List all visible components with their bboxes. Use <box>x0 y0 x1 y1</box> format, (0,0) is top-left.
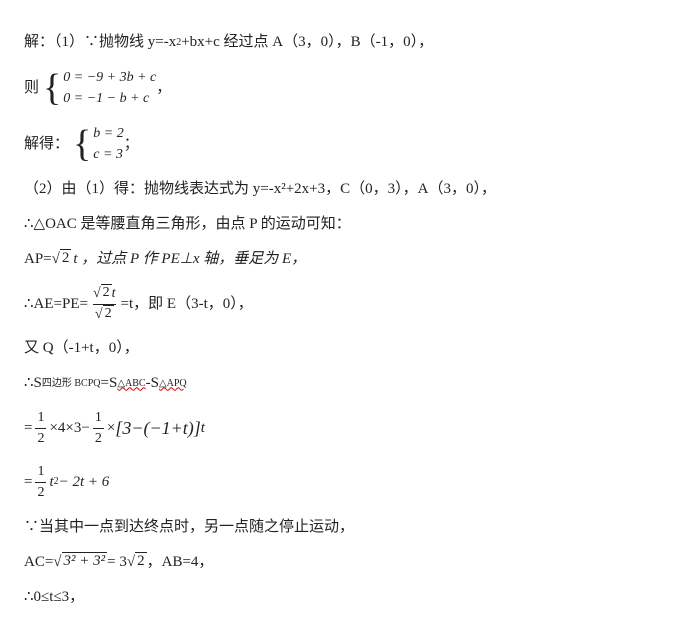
radical-icon: √ <box>127 552 135 573</box>
text: 解：（1）∵抛物线 y=-x <box>24 32 176 53</box>
left-brace-icon: { <box>43 72 61 104</box>
fraction: √2 t √2 <box>91 284 118 324</box>
text: +bx+c 经过点 A（3，0），B（-1，0）， <box>181 32 433 53</box>
var-t: t <box>201 418 205 439</box>
text: =S <box>101 373 118 394</box>
text: 又 Q（-1+t，0）， <box>24 338 139 359</box>
radical-icon: √ <box>93 284 101 304</box>
brace-rows: 0 = −9 + 3b + c 0 = −1 − b + c <box>63 67 156 109</box>
brace-system-2: { b = 2 c = 3 <box>73 123 124 165</box>
text: （2）由（1）得：抛物线表达式为 y=-x²+2x+3，C（0，3），A（3，0… <box>24 179 496 200</box>
text: ∴S <box>24 373 42 394</box>
text: =t，即 E（3-t，0）， <box>121 294 253 315</box>
text: AP= <box>24 249 52 270</box>
text: − 2t + 6 <box>59 472 110 493</box>
text: t ，过点 P 作 PE⊥x 轴，垂足为 E， <box>73 249 306 270</box>
text: 解得： <box>24 134 69 155</box>
comma: ， <box>156 78 171 99</box>
line-4: （2）由（1）得：抛物线表达式为 y=-x²+2x+3，C（0，3），A（3，0… <box>24 179 651 200</box>
line-6: AP= √2 t ，过点 P 作 PE⊥x 轴，垂足为 E， <box>24 249 651 270</box>
radicand: 2 <box>103 305 114 321</box>
text: ，AB=4， <box>147 552 214 573</box>
line-8: 又 Q（-1+t，0）， <box>24 338 651 359</box>
line-2-system: 则 { 0 = −9 + 3b + c 0 = −1 − b + c ， <box>24 67 651 109</box>
eq-row: b = 2 <box>93 123 123 144</box>
radicand: 2 <box>135 552 147 570</box>
line-9-area: ∴S 四边形 BCPQ =S △ABC -S △APQ <box>24 373 651 394</box>
text: ∵当其中一点到达终点时，另一点随之停止运动， <box>24 517 354 538</box>
fraction-half: 1 2 <box>93 408 104 448</box>
denominator: √2 <box>93 304 116 325</box>
text: -S <box>146 373 159 394</box>
eq-row: 0 = −9 + 3b + c <box>63 67 156 88</box>
line-14: ∴0≤t≤3， <box>24 587 651 608</box>
text: 则 <box>24 78 39 99</box>
sqrt-2: √2 <box>95 305 114 325</box>
radicand: 3² + 3² <box>62 552 108 570</box>
sqrt-2: √2 <box>127 552 147 573</box>
line-5: ∴△OAC 是等腰直角三角形，由点 P 的运动可知： <box>24 214 651 235</box>
line-11-simplify: = 1 2 t2 − 2t + 6 <box>24 462 651 502</box>
subscript: 四边形 BCPQ <box>42 377 101 391</box>
line-7: ∴AE=PE= √2 t √2 =t，即 E（3-t，0）， <box>24 284 651 324</box>
eq-row: c = 3 <box>93 144 123 165</box>
line-13-ac: AC= √3² + 3² = 3 √2 ，AB=4， <box>24 552 651 573</box>
subscript-wavy: △APQ <box>159 377 187 391</box>
left-brace-icon: { <box>73 128 91 160</box>
text: AC= <box>24 552 53 573</box>
fraction-half: 1 2 <box>35 408 46 448</box>
text: ×4×3− <box>49 418 89 439</box>
text: ∴△OAC 是等腰直角三角形，由点 P 的运动可知： <box>24 214 351 235</box>
radical-icon: √ <box>52 249 60 270</box>
numerator: 1 <box>35 408 46 428</box>
sqrt-2: √2 <box>52 249 72 270</box>
denominator: 2 <box>93 428 104 449</box>
line-3-solution: 解得： { b = 2 c = 3 ； <box>24 123 651 165</box>
var-t: t <box>112 286 116 301</box>
numerator: 1 <box>35 462 46 482</box>
subscript-wavy: △ABC <box>117 377 145 391</box>
numerator: √2 t <box>91 284 118 304</box>
radical-icon: √ <box>95 305 103 325</box>
numerator: 1 <box>93 408 104 428</box>
fraction-half: 1 2 <box>35 462 46 502</box>
sqrt-expr: √3² + 3² <box>53 552 107 573</box>
eq-row: 0 = −1 − b + c <box>63 88 156 109</box>
line-1: 解：（1）∵抛物线 y=-x2+bx+c 经过点 A（3，0），B（-1，0）， <box>24 32 651 53</box>
text: ∴0≤t≤3， <box>24 587 84 608</box>
radicand: 2 <box>101 284 112 300</box>
denominator: 2 <box>35 482 46 503</box>
text: = <box>24 472 32 493</box>
text: = 3 <box>107 552 127 573</box>
text: ∴AE=PE= <box>24 294 88 315</box>
line-12: ∵当其中一点到达终点时，另一点随之停止运动， <box>24 517 651 538</box>
text: × <box>107 418 115 439</box>
denominator: 2 <box>35 428 46 449</box>
sqrt-2: √2 <box>93 284 112 304</box>
brace-rows: b = 2 c = 3 <box>93 123 123 165</box>
radicand: 2 <box>60 249 72 267</box>
radical-icon: √ <box>53 552 61 573</box>
line-10-expand: = 1 2 ×4×3− 1 2 × [3−(−1+t)] t <box>24 408 651 448</box>
brace-system-1: { 0 = −9 + 3b + c 0 = −1 − b + c <box>43 67 156 109</box>
bracket-expr: [3−(−1+t)] <box>115 416 200 441</box>
text: = <box>24 418 32 439</box>
semicolon: ； <box>124 134 139 155</box>
